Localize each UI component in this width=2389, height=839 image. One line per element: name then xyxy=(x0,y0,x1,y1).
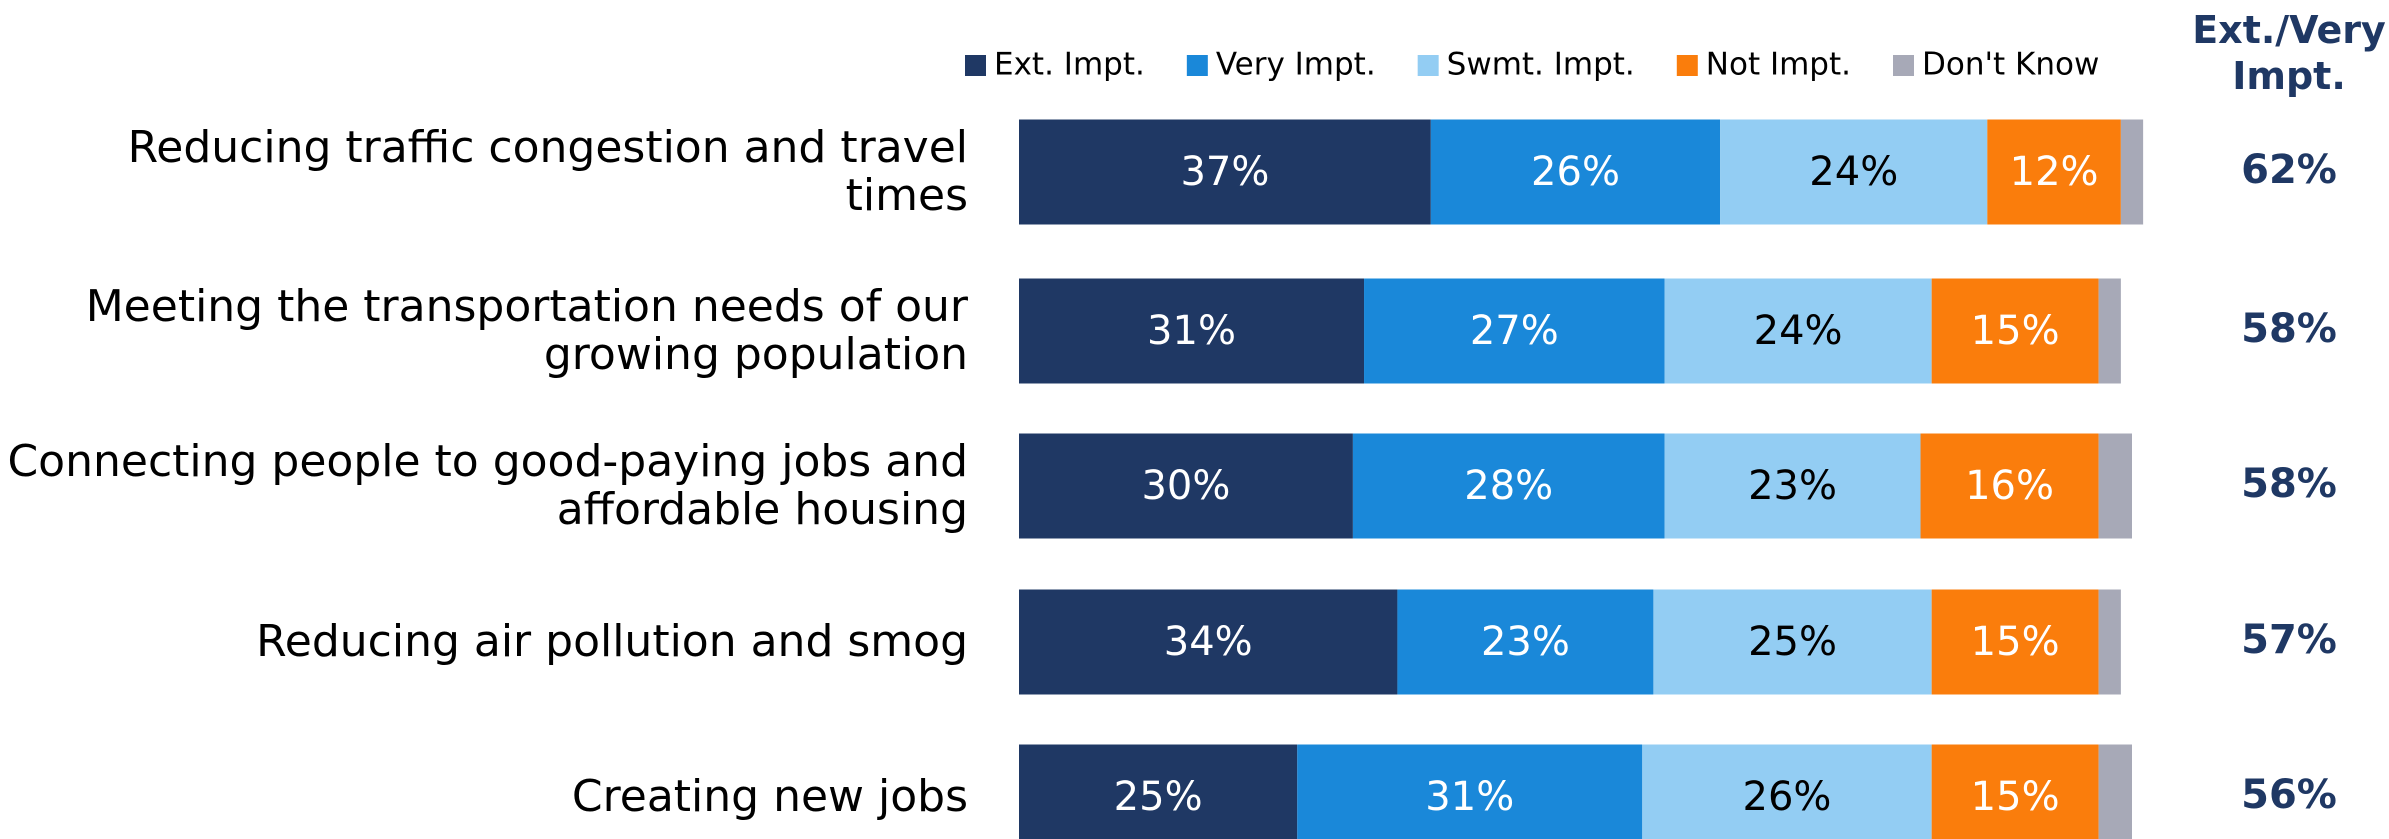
bar-segment xyxy=(2098,278,2121,384)
total-label: 58% xyxy=(2241,306,2337,352)
category-label: Reducing traffic congestion and travel t… xyxy=(127,122,968,221)
value-label: 15% xyxy=(1971,619,2060,665)
value-label: 15% xyxy=(1971,308,2060,354)
category-label: Meeting the transportation needs of our … xyxy=(85,281,968,380)
legend-label: Very Impt. xyxy=(1216,47,1376,83)
bar-segment xyxy=(1019,278,1365,384)
totals-header: Ext./Very Impt. xyxy=(2192,8,2386,98)
bar-segment xyxy=(2098,744,2132,839)
bar-segment xyxy=(1653,589,1932,695)
category-label: Creating new jobs xyxy=(571,771,968,822)
value-label: 28% xyxy=(1464,463,1553,509)
bar-segment xyxy=(1664,278,1932,384)
total-label: 56% xyxy=(2241,772,2337,818)
legend-swatch xyxy=(1893,55,1914,76)
bar-segment xyxy=(1642,744,1932,839)
bar-segment xyxy=(2098,589,2121,695)
bar-segment xyxy=(1931,589,2099,695)
legend-swatch xyxy=(1417,55,1439,76)
legend-swatch xyxy=(1676,55,1698,76)
bar-segment xyxy=(1920,433,2099,539)
header-line: Ext./Very xyxy=(2192,8,2386,52)
value-label: 31% xyxy=(1425,774,1514,820)
bar-segment xyxy=(1720,119,1988,225)
bar-segment xyxy=(1019,744,1298,839)
value-label: 16% xyxy=(1965,463,2054,509)
value-label: 24% xyxy=(1754,308,1843,354)
bar-segment xyxy=(1297,744,1643,839)
value-label: 31% xyxy=(1147,308,1236,354)
legend-label: Not Impt. xyxy=(1706,47,1851,83)
bar-segment xyxy=(1352,433,1665,539)
value-label: 30% xyxy=(1141,463,1230,509)
value-label: 24% xyxy=(1809,149,1898,195)
category-label: Reducing air pollution and smog xyxy=(256,616,968,667)
total-label: 57% xyxy=(2241,617,2337,663)
bar-segment xyxy=(1430,119,1721,225)
legend-label: Ext. Impt. xyxy=(994,47,1145,83)
bar-segment xyxy=(1019,433,1353,539)
bar-segment xyxy=(1397,589,1654,695)
value-label: 27% xyxy=(1470,308,1559,354)
legend-label: Don't Know xyxy=(1922,47,2099,83)
value-label: 26% xyxy=(1531,149,1620,195)
bar-segment xyxy=(2098,433,2132,539)
value-label: 23% xyxy=(1748,463,1837,509)
value-label: 15% xyxy=(1971,774,2060,820)
legend-swatch xyxy=(1186,55,1208,76)
bar-segment xyxy=(1987,119,2121,225)
bar-segment xyxy=(1931,744,2099,839)
value-label: 26% xyxy=(1743,774,1832,820)
bar-segment xyxy=(1019,119,1431,225)
category-label: Connecting people to good-paying jobs an… xyxy=(7,436,968,535)
value-label: 25% xyxy=(1114,774,1203,820)
bar-segment xyxy=(2120,119,2144,225)
value-label: 12% xyxy=(2010,149,2099,195)
value-label: 34% xyxy=(1164,619,1253,665)
total-label: 58% xyxy=(2241,461,2337,507)
total-label: 62% xyxy=(2241,147,2337,193)
bar-segment xyxy=(1019,589,1398,695)
header-line: Impt. xyxy=(2232,54,2346,98)
bar-segment xyxy=(1364,278,1665,384)
bar-segment xyxy=(1664,433,1921,539)
value-label: 23% xyxy=(1481,619,1570,665)
value-label: 25% xyxy=(1748,619,1837,665)
legend-label: Swmt. Impt. xyxy=(1447,47,1635,83)
legend-swatch xyxy=(965,55,986,76)
value-label: 37% xyxy=(1180,149,1269,195)
bar-segment xyxy=(1931,278,2099,384)
